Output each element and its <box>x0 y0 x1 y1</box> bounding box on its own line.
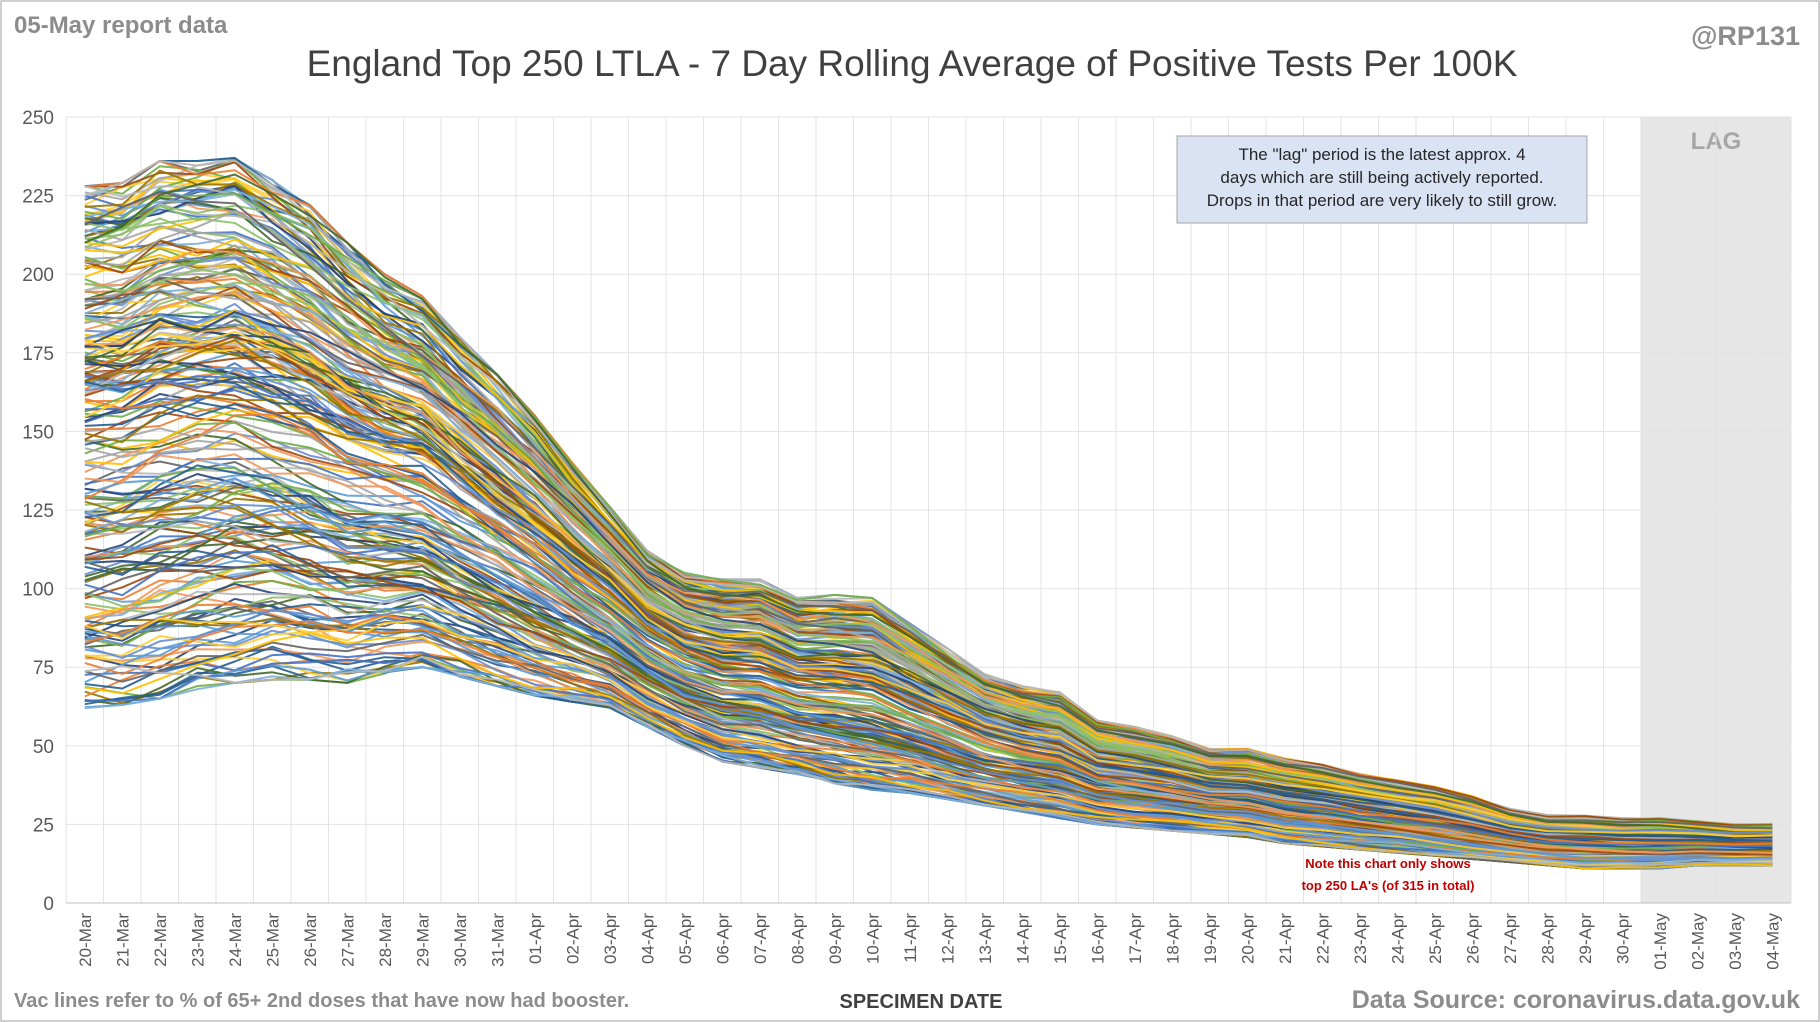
x-tick-label: 22-Apr <box>1313 913 1332 964</box>
x-tick-label: 05-Apr <box>676 913 695 964</box>
x-tick-label: 04-Apr <box>638 913 657 964</box>
x-tick-label: 21-Mar <box>113 913 132 967</box>
ltla-series-line <box>84 173 1773 834</box>
x-tick-label: 28-Apr <box>1538 913 1557 964</box>
x-tick-label: 26-Apr <box>1463 913 1482 964</box>
x-tick-label: 01-May <box>1651 913 1670 970</box>
lag-note-background <box>1176 135 1588 224</box>
ltla-series-line <box>84 210 1773 831</box>
x-tick-label: 29-Mar <box>413 913 432 967</box>
data-source: Data Source: coronavirus.data.gov.uk <box>1352 986 1800 1014</box>
report-label: 05-May report data <box>14 12 228 39</box>
x-tick-label: 18-Apr <box>1163 913 1182 964</box>
x-tick-label: 22-Mar <box>151 913 170 967</box>
y-tick-label: 125 <box>22 501 54 522</box>
x-axis: 20-Mar 21-Mar 22-Mar 23-Mar 24-Mar 25-Mar 26-M… <box>76 913 1783 970</box>
x-tick-label: 27-Mar <box>338 913 357 967</box>
x-tick-label: 08-Apr <box>788 913 807 964</box>
x-tick-label: 13-Apr <box>976 913 995 964</box>
x-tick-label: 23-Apr <box>1351 913 1370 964</box>
x-tick-label: 09-Apr <box>826 913 845 964</box>
x-tick-label: 14-Apr <box>1013 913 1032 964</box>
ltla-series-line <box>84 330 1773 838</box>
x-tick-label: 31-Mar <box>488 913 507 967</box>
x-tick-label: 23-Mar <box>188 913 207 967</box>
x-tick-label: 11-Apr <box>901 913 920 963</box>
lag-note-line: The "lag" period is the latest approx. 4 <box>1238 145 1525 164</box>
x-tick-label: 17-Apr <box>1126 913 1145 964</box>
x-tick-label: 26-Mar <box>301 913 320 967</box>
x-tick-label: 10-Apr <box>863 913 882 964</box>
ltla-series-line <box>84 248 1773 837</box>
ltla-series-line <box>84 378 1773 842</box>
y-tick-label: 0 <box>43 894 54 915</box>
ltla-series-line <box>84 633 1773 868</box>
y-tick-label: 225 <box>22 187 54 208</box>
x-tick-label: 25-Apr <box>1426 913 1445 964</box>
x-tick-label: 25-Mar <box>263 913 282 967</box>
x-tick-label: 30-Mar <box>451 913 470 967</box>
x-tick-label: 24-Mar <box>226 913 245 967</box>
y-tick-label: 175 <box>22 344 54 365</box>
ltla-series-line <box>84 335 1773 844</box>
ltla-series-line <box>84 318 1773 850</box>
top250-note-line1: Note this chart only shows <box>1305 856 1470 871</box>
top250-note-line2: top 250 LA's (of 315 in total) <box>1302 878 1475 893</box>
y-axis: 0 25 50 75 100 125 150 175 200 225 250 <box>22 108 54 915</box>
y-tick-label: 50 <box>33 737 54 758</box>
x-tick-label: 03-Apr <box>601 913 620 964</box>
x-tick-label: 06-Apr <box>713 913 732 964</box>
ltla-series-line <box>84 324 1773 857</box>
x-tick-label: 01-Apr <box>526 913 545 964</box>
y-tick-label: 250 <box>22 108 54 129</box>
x-tick-label: 16-Apr <box>1088 913 1107 964</box>
x-tick-label: 03-May <box>1726 913 1745 970</box>
y-tick-label: 200 <box>22 265 54 286</box>
ltla-series-line <box>84 439 1773 859</box>
vac-note: Vac lines refer to % of 65+ 2nd doses th… <box>14 990 629 1012</box>
series-group <box>84 156 1773 870</box>
lag-note-box: The "lag" period is the latest approx. 4… <box>1176 135 1588 224</box>
x-tick-label: 07-Apr <box>751 913 770 964</box>
x-tick-label: 19-Apr <box>1201 913 1220 964</box>
ltla-series-line <box>84 655 1773 867</box>
x-tick-label: 29-Apr <box>1576 913 1595 964</box>
x-tick-label: 28-Mar <box>376 913 395 967</box>
lag-note-text: The "lag" period is the latest approx. 4… <box>1207 145 1558 210</box>
ltla-series-line <box>84 607 1773 864</box>
author-handle: @RP131 <box>1691 21 1800 51</box>
x-tick-label: 02-May <box>1688 913 1707 970</box>
ltla-series-line <box>84 413 1773 846</box>
y-tick-label: 25 <box>33 815 54 836</box>
ltla-series-line <box>84 190 1773 830</box>
x-tick-label: 24-Apr <box>1388 913 1407 964</box>
y-tick-label: 150 <box>22 422 54 443</box>
x-tick-label: 30-Apr <box>1613 913 1632 964</box>
x-tick-label: 20-Apr <box>1238 913 1257 964</box>
ltla-series-line <box>84 503 1773 860</box>
x-tick-label: 20-Mar <box>76 913 95 967</box>
x-axis-title: SPECIMEN DATE <box>840 991 1003 1013</box>
ltla-series-line <box>84 289 1773 838</box>
ltla-series-line <box>84 534 1773 856</box>
ltla-series-line <box>84 453 1773 854</box>
ltla-series-line <box>84 477 1773 859</box>
lag-note-line: Drops in that period are very likely to … <box>1207 191 1558 210</box>
x-tick-label: 04-May <box>1763 913 1782 970</box>
ltla-series-line <box>84 617 1773 858</box>
x-tick-label: 02-Apr <box>563 913 582 964</box>
x-tick-label: 12-Apr <box>938 913 957 964</box>
x-tick-label: 15-Apr <box>1051 913 1070 964</box>
ltla-series-line <box>84 506 1773 852</box>
y-tick-label: 100 <box>22 580 54 601</box>
lag-note-line: days which are still being actively repo… <box>1220 168 1543 187</box>
ltla-series-line <box>84 604 1773 866</box>
y-tick-label: 75 <box>33 658 54 679</box>
x-tick-label: 21-Apr <box>1276 913 1295 964</box>
chart-title: England Top 250 LTLA - 7 Day Rolling Ave… <box>307 43 1518 84</box>
ltla-series-line <box>84 544 1773 848</box>
x-tick-label: 27-Apr <box>1501 913 1520 964</box>
